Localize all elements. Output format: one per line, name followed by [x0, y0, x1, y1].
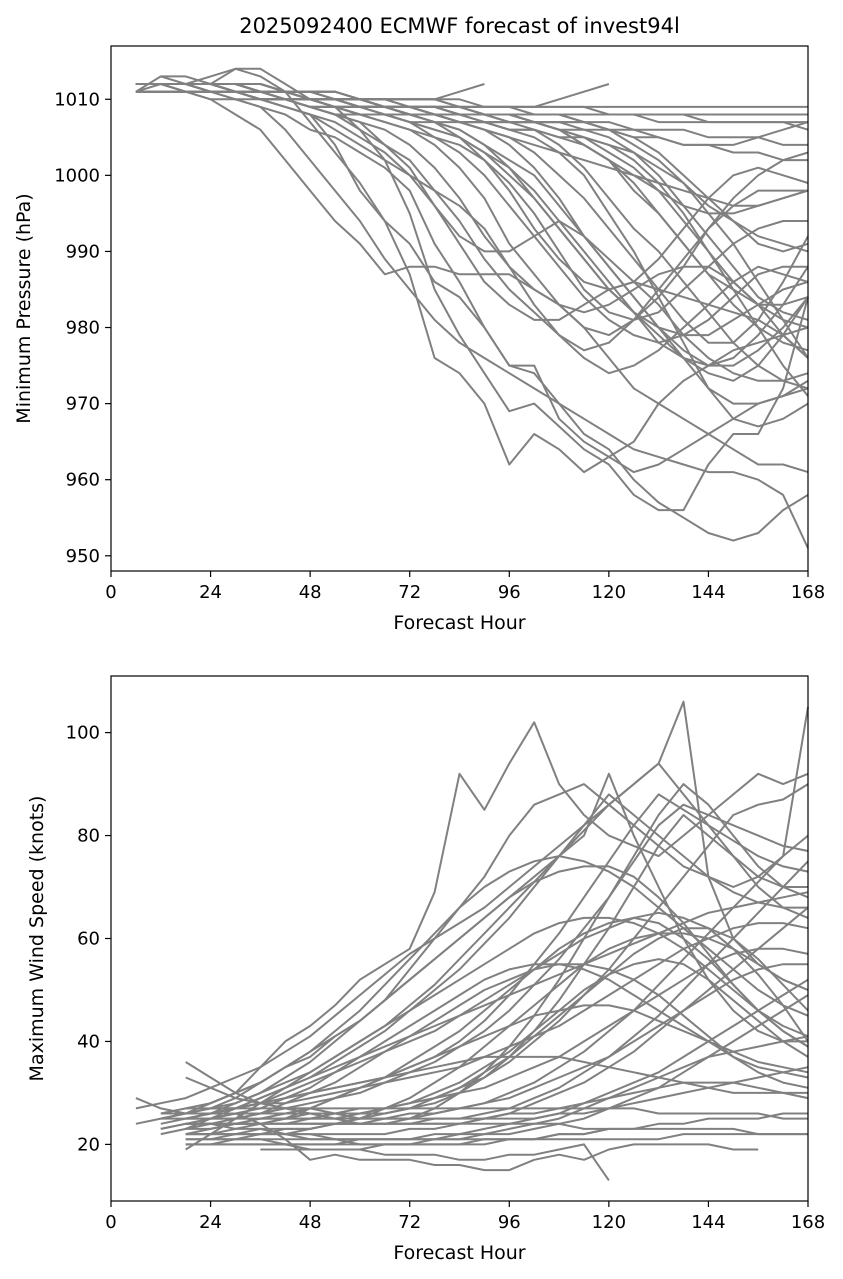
wind-y-tick-label: 100 — [66, 723, 100, 744]
wind-y-axis-label: Maximum Wind Speed (knots) — [26, 796, 48, 1082]
wind-series-line-m35 — [210, 1112, 759, 1172]
wind-series-line-m05 — [160, 762, 809, 1120]
wind-series-line-m42 — [185, 947, 809, 1130]
wind-series-line-m28 — [185, 891, 809, 1130]
pressure-series-line-m02 — [135, 83, 809, 474]
pressure-x-axis-label: Forecast Hour — [393, 612, 525, 634]
pressure-series-line-m41 — [135, 90, 809, 344]
wind-series-line-m39 — [310, 1122, 808, 1136]
wind-y-tick-label: 60 — [77, 929, 100, 950]
wind-series-line-m29 — [210, 855, 809, 1110]
wind-series-line-m33 — [185, 1055, 808, 1120]
pressure-series-line-m22 — [135, 83, 808, 321]
pressure-y-axis-label: Minimum Pressure (hPa) — [13, 193, 35, 423]
pressure-series-line-m04 — [160, 67, 809, 474]
wind-series-line-m19 — [185, 1107, 808, 1120]
wind-x-tick-label: 0 — [105, 1212, 116, 1233]
wind-y-tick-label: 20 — [77, 1134, 100, 1155]
wind-y-tick-label: 40 — [77, 1031, 100, 1052]
wind-x-axis-label: Forecast Hour — [393, 1242, 525, 1264]
wind-series-line-m32 — [185, 1004, 809, 1136]
pressure-series-lines — [135, 67, 809, 549]
wind-series-line-m25 — [185, 963, 808, 1136]
wind-y-ticks: 20 40 60 80 100 — [66, 723, 111, 1155]
pressure-x-tick-label: 24 — [199, 582, 222, 603]
wind-series-line-m10 — [160, 803, 809, 1130]
pressure-y-tick-label: 1010 — [54, 89, 100, 110]
wind-x-ticks: 0 24 48 72 96 120 144 168 — [105, 1201, 825, 1233]
wind-x-tick-label: 120 — [592, 1212, 626, 1233]
pressure-x-tick-label: 144 — [691, 582, 725, 603]
chart-title: 2025092400 ECMWF forecast of invest94l — [239, 14, 680, 38]
pressure-series-line-m20 — [135, 90, 809, 367]
pressure-x-tick-label: 0 — [105, 582, 116, 603]
pressure-y-tick-label: 950 — [66, 546, 100, 567]
pressure-y-tick-label: 980 — [66, 318, 100, 339]
wind-series-line-m30 — [210, 865, 809, 1115]
wind-series-line-m20 — [185, 911, 809, 1120]
pressure-x-tick-label: 120 — [592, 582, 626, 603]
pressure-plot-frame — [110, 45, 809, 572]
wind-x-tick-label: 96 — [498, 1212, 521, 1233]
pressure-x-tick-label: 48 — [299, 582, 322, 603]
pressure-series-line-m26 — [135, 83, 809, 253]
wind-series-line-m38 — [260, 1127, 610, 1151]
pressure-y-tick-label: 1000 — [54, 165, 100, 186]
pressure-series-line-m07 — [135, 90, 809, 359]
pressure-x-tick-label: 168 — [791, 582, 825, 603]
wind-series-line-m02 — [135, 721, 809, 1125]
wind-x-tick-label: 168 — [791, 1212, 825, 1233]
wind-series-line-m01 — [135, 706, 809, 1115]
pressure-x-tick-label: 96 — [498, 582, 521, 603]
pressure-series-line-m05 — [135, 67, 809, 512]
wind-x-tick-label: 144 — [691, 1212, 725, 1233]
wind-y-tick-label: 80 — [77, 826, 100, 847]
pressure-series-line-m14 — [135, 83, 809, 253]
wind-series-line-m23 — [185, 958, 809, 1125]
pressure-y-ticks: 950 960 970 980 990 1000 1010 — [54, 89, 111, 567]
pressure-series-line-m39 — [260, 83, 610, 108]
wind-x-tick-label: 48 — [299, 1212, 322, 1233]
pressure-y-tick-label: 970 — [66, 394, 100, 415]
wind-x-tick-label: 72 — [398, 1212, 421, 1233]
pressure-series-line-m42 — [135, 83, 809, 329]
pressure-y-tick-label: 960 — [66, 470, 100, 491]
wind-series-lines — [135, 700, 809, 1181]
pressure-y-tick-label: 990 — [66, 241, 100, 262]
pressure-x-tick-label: 72 — [398, 582, 421, 603]
wind-chart: 0 24 48 72 96 120 144 168 20 40 60 80 100 Forecast … — [26, 675, 825, 1264]
pressure-series-line-m28 — [135, 83, 809, 428]
pressure-series-line-m25 — [135, 83, 809, 321]
wind-series-line-m03 — [135, 700, 809, 1110]
wind-series-line-m36 — [210, 1138, 610, 1181]
pressure-series-line-m34 — [135, 83, 809, 382]
pressure-chart: 2025092400 ECMWF forecast of invest94l 0… — [13, 14, 825, 634]
pressure-series-line-m40 — [384, 105, 808, 116]
pressure-x-ticks: 0 24 48 72 96 120 144 168 — [105, 571, 825, 603]
wind-series-line-m41 — [210, 922, 809, 1110]
pressure-series-line-m06 — [160, 90, 809, 542]
wind-x-tick-label: 24 — [199, 1212, 222, 1233]
